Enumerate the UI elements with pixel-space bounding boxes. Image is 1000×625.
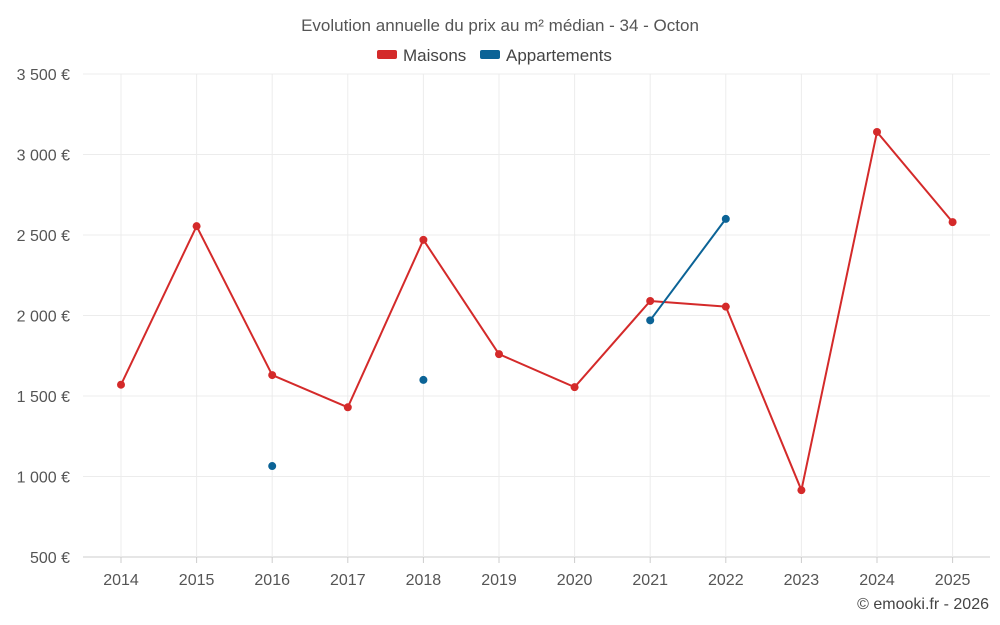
series-line-segment-maisons bbox=[422, 238, 500, 356]
y-tick-label: 1 000 € bbox=[17, 470, 70, 487]
data-point-maisons-2014[interactable] bbox=[117, 380, 125, 389]
legend-label-appartements: Appartements bbox=[506, 46, 612, 65]
data-point-appartements-2018[interactable] bbox=[419, 375, 428, 384]
x-tick-label: 2016 bbox=[254, 572, 290, 589]
x-tick-label: 2023 bbox=[784, 572, 820, 589]
series-line-segment-maisons bbox=[271, 374, 349, 409]
series-line-segment-appartements bbox=[649, 217, 727, 322]
data-point-maisons-2019[interactable] bbox=[495, 350, 503, 359]
x-tick-label: 2025 bbox=[935, 572, 971, 589]
legend-swatch-appartements bbox=[480, 50, 500, 59]
legend-label-maisons: Maisons bbox=[403, 46, 466, 65]
series-line-segment-maisons bbox=[498, 353, 576, 389]
data-point-maisons-2024[interactable] bbox=[873, 127, 881, 136]
x-tick-label: 2022 bbox=[708, 572, 744, 589]
x-tick-label: 2024 bbox=[859, 572, 895, 589]
x-tick-label: 2021 bbox=[632, 572, 668, 589]
series-line-segment-maisons bbox=[346, 238, 425, 409]
x-tick-label: 2017 bbox=[330, 572, 366, 589]
series-line-segment-maisons bbox=[195, 225, 274, 377]
x-tick-label: 2014 bbox=[103, 572, 139, 589]
series-line-segment-maisons bbox=[120, 225, 198, 386]
credit-text: © emooki.fr - 2026 bbox=[857, 596, 989, 613]
data-point-appartements-2016[interactable] bbox=[268, 462, 277, 471]
y-tick-label: 3 000 € bbox=[17, 148, 70, 165]
data-point-maisons-2020[interactable] bbox=[570, 383, 579, 392]
data-point-maisons-2023[interactable] bbox=[797, 486, 806, 495]
legend-item-appartements[interactable]: Appartements bbox=[480, 46, 612, 65]
grid-lines bbox=[83, 73, 990, 563]
x-tick-label: 2015 bbox=[179, 572, 215, 589]
series-line-segment-maisons bbox=[724, 305, 803, 492]
series-line-segment-maisons bbox=[800, 130, 878, 492]
legend-swatch-maisons bbox=[377, 50, 397, 59]
chart-title: Evolution annuelle du prix au m² médian … bbox=[301, 16, 699, 35]
series-appartements bbox=[268, 214, 730, 471]
y-tick-label: 2 500 € bbox=[17, 228, 70, 245]
data-point-appartements-2022[interactable] bbox=[721, 214, 730, 223]
data-point-maisons-2021[interactable] bbox=[646, 297, 655, 306]
x-axis-labels: 2014 2015 2016 2017 2018 2019 2020 2021 2022 2023… bbox=[103, 572, 970, 589]
legend: Maisons Appartements bbox=[377, 46, 612, 65]
series-line-segment-maisons bbox=[876, 130, 954, 224]
series-maisons bbox=[117, 127, 957, 495]
data-series bbox=[117, 127, 957, 495]
x-tick-label: 2020 bbox=[557, 572, 593, 589]
data-point-maisons-2016[interactable] bbox=[268, 371, 277, 380]
y-tick-label: 3 500 € bbox=[17, 67, 70, 84]
data-point-appartements-2021[interactable] bbox=[646, 316, 655, 325]
data-point-maisons-2025[interactable] bbox=[948, 218, 957, 227]
y-tick-label: 1 500 € bbox=[17, 389, 70, 406]
x-tick-label: 2018 bbox=[406, 572, 442, 589]
data-point-maisons-2022[interactable] bbox=[721, 302, 730, 311]
data-point-maisons-2015[interactable] bbox=[192, 222, 201, 231]
y-axis-labels: 500 € 1 000 € 1 500 € 2 000 € 2 500 € 3 000 €… bbox=[17, 67, 70, 567]
x-tick-label: 2019 bbox=[481, 572, 517, 589]
data-point-maisons-2017[interactable] bbox=[343, 403, 352, 412]
data-point-maisons-2018[interactable] bbox=[419, 235, 428, 244]
legend-item-maisons[interactable]: Maisons bbox=[377, 46, 466, 65]
y-tick-label: 500 € bbox=[30, 550, 70, 567]
series-line-segment-maisons bbox=[573, 300, 652, 389]
y-tick-label: 2 000 € bbox=[17, 309, 70, 326]
